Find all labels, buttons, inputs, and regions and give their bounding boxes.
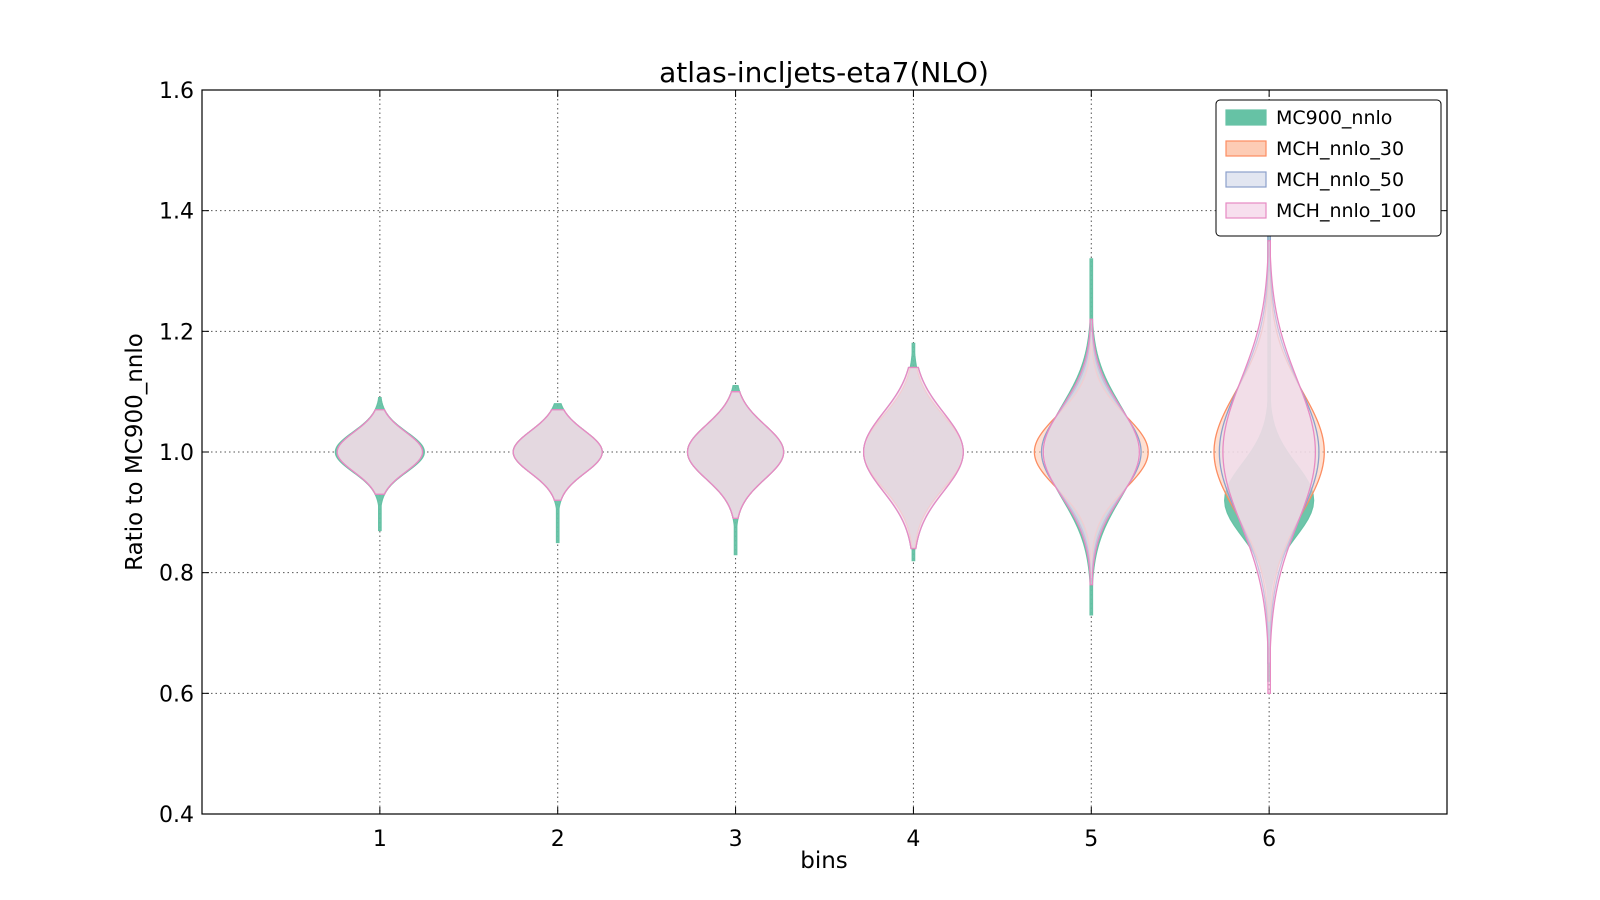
- violin-bin-5: [1042, 318, 1140, 586]
- x-tick-label: 3: [729, 827, 743, 852]
- y-tick-label: 1.4: [159, 200, 194, 225]
- violin-bin-3: [686, 391, 785, 520]
- y-tick-label: 1.2: [159, 320, 194, 345]
- y-tick-label: 1.0: [159, 441, 194, 466]
- axis-ticks: 1 2 3 4 5 6 0.4 0.6 0.8 1.0 1.2 1.4 1.6: [159, 79, 1447, 852]
- legend-swatch: [1225, 171, 1267, 188]
- violin-bin-2: [512, 409, 603, 501]
- chart-title: atlas-incljets-eta7(NLO): [659, 56, 989, 89]
- x-tick-label: 4: [906, 827, 920, 852]
- violins: [334, 119, 1325, 694]
- legend-label: MCH_nnlo_100: [1276, 200, 1416, 222]
- legend-swatch: [1225, 109, 1267, 126]
- series-MCH_nnlo_100: [336, 240, 1317, 694]
- legend-swatch: [1225, 202, 1267, 219]
- x-tick-label: 1: [373, 827, 387, 852]
- x-tick-label: 6: [1262, 827, 1276, 852]
- x-tick-label: 2: [551, 827, 565, 852]
- violin-bin-6: [1222, 240, 1317, 694]
- y-tick-label: 0.6: [159, 682, 194, 707]
- y-tick-label: 0.4: [159, 803, 194, 828]
- x-axis-title: bins: [800, 848, 848, 874]
- y-tick-label: 1.6: [159, 79, 194, 104]
- legend-frame: [1215, 99, 1442, 237]
- legend: MC900_nnlo MCH_nnlo_30 MCH_nnlo_50 MCH_nnlo…: [1215, 99, 1442, 237]
- x-tick-label: 5: [1084, 827, 1098, 852]
- y-tick-label: 0.8: [159, 562, 194, 587]
- legend-label: MC900_nnlo: [1276, 107, 1392, 129]
- legend-swatch: [1225, 140, 1267, 157]
- violin-bin-4: [862, 366, 964, 550]
- legend-label: MCH_nnlo_50: [1276, 169, 1404, 191]
- y-axis-title: Ratio to MC900_nnlo: [122, 333, 148, 571]
- legend-label: MCH_nnlo_30: [1276, 138, 1404, 160]
- violin-bin-1: [336, 409, 424, 495]
